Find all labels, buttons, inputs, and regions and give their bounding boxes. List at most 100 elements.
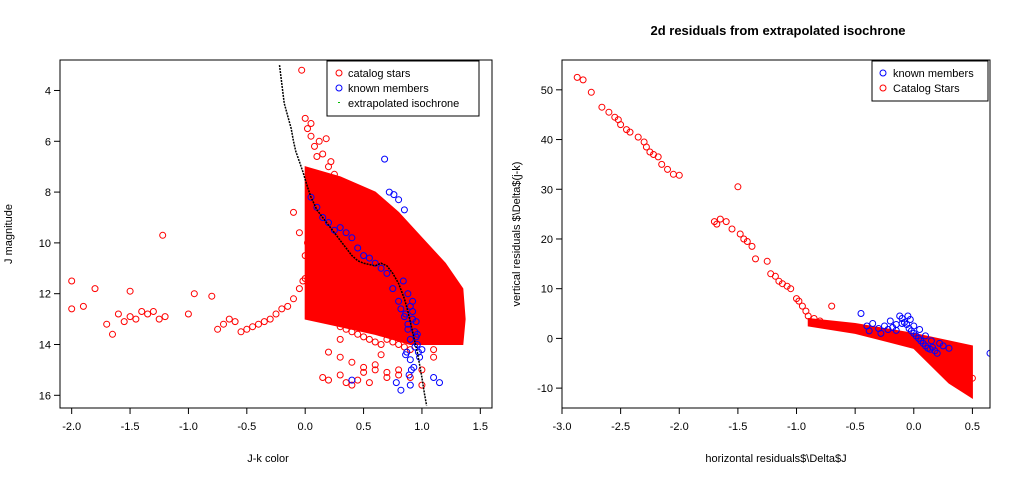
y-tick-label: -10 — [537, 383, 553, 395]
known-members-point — [307, 193, 315, 201]
catalog-stars-point — [605, 108, 613, 116]
catalog-stars-point — [149, 308, 157, 315]
catalog-stars-point — [327, 158, 335, 166]
catalog-stars-point — [68, 277, 76, 285]
catalog-stars-point — [255, 320, 262, 328]
catalog-stars-point — [313, 153, 321, 160]
catalog-stars-point — [617, 121, 625, 129]
y-tick-label: 16 — [39, 390, 51, 402]
catalog-stars-point — [963, 364, 970, 372]
catalog-stars-point — [713, 220, 721, 228]
left-x-axis-label: J-k color — [247, 453, 289, 465]
catalog-stars-point — [945, 354, 953, 362]
catalog-stars-point — [319, 150, 327, 158]
catalog-stars-point — [311, 249, 318, 257]
right-panel: -3.0 -2.5 -2.0 -1.5 -1.0 -0.5 0.0 0.5 -10 0 10 20 3… — [511, 23, 991, 465]
x-tick-label: -0.5 — [846, 421, 865, 433]
catalog-stars-point — [319, 201, 327, 209]
catalog-stars-point — [184, 310, 192, 318]
catalog-stars-point — [237, 328, 245, 336]
known-members-point — [377, 264, 385, 272]
catalog-stars-point — [371, 338, 379, 346]
right-chart-title: 2d residuals from extrapolated isochrone — [650, 23, 905, 38]
catalog-stars-point — [716, 215, 724, 223]
x-tick-label: 1.0 — [414, 421, 429, 433]
y-tick-label: 40 — [541, 135, 553, 147]
x-tick-label: -1.5 — [728, 421, 747, 433]
catalog-stars-point — [336, 371, 344, 379]
catalog-stars-point — [126, 313, 134, 321]
known-members-point — [395, 196, 403, 204]
legend-label-known: known members — [893, 68, 974, 80]
right-plot-frame — [561, 59, 991, 409]
known-members-point — [916, 326, 924, 333]
known-members-point — [390, 191, 398, 199]
catalog-stars-point — [295, 285, 303, 293]
catalog-stars-point — [418, 381, 426, 389]
catalog-stars-point — [325, 211, 332, 219]
catalog-stars-point — [828, 302, 836, 310]
catalog-stars-point — [642, 143, 650, 151]
known-members-point — [886, 317, 894, 325]
catalog-stars-point — [573, 73, 581, 81]
legend-label-catalog: catalog stars — [348, 68, 411, 80]
known-members-point — [884, 326, 892, 333]
catalog-stars-point — [728, 225, 736, 233]
catalog-stars-point — [371, 287, 379, 295]
left-x-axis: -2.0 -1.5 -1.0 -0.5 0.0 0.5 1.0 1.5 — [62, 408, 488, 433]
catalog-stars-point — [752, 255, 759, 263]
left-y-axis: 4 6 8 10 12 14 16 — [39, 85, 60, 402]
legend-label-members: known members — [348, 83, 429, 95]
catalog-stars-point — [315, 137, 323, 145]
catalog-stars-point — [208, 292, 216, 300]
known-members-point — [927, 337, 935, 345]
catalog-stars-point — [295, 229, 303, 237]
known-members-point — [381, 155, 389, 163]
left-panel: -2.0 -1.5 -1.0 -0.5 0.0 0.5 1.0 1.5 4 6 8 10 12 14 16… — [3, 59, 493, 465]
known-members-point — [348, 376, 356, 384]
catalog-stars-point — [430, 353, 438, 361]
catalog-stars-point — [365, 379, 373, 387]
known-members-point — [409, 308, 417, 315]
catalog-stars-point — [225, 315, 233, 323]
catalog-stars-point — [722, 218, 730, 226]
x-tick-label: -2.5 — [611, 421, 630, 433]
catalog-stars-point — [816, 317, 824, 325]
catalog-stars-point — [389, 338, 397, 346]
known-members-point — [869, 320, 877, 327]
known-members-point — [354, 244, 362, 252]
catalog-stars-point — [336, 335, 344, 343]
catalog-stars-point — [658, 160, 666, 168]
catalog-stars-point — [395, 371, 403, 379]
right-legend: known members Catalog Stars — [871, 60, 989, 102]
catalog-stars-point — [114, 310, 122, 318]
catalog-stars-point — [763, 257, 771, 265]
catalog-stars-point — [342, 325, 350, 333]
x-tick-label: 0.0 — [298, 421, 313, 433]
catalog-stars-point — [371, 366, 379, 374]
catalog-stars-point — [851, 325, 859, 332]
known-members-point — [405, 371, 413, 379]
catalog-stars-point — [304, 125, 311, 133]
catalog-stars-point — [736, 230, 744, 238]
catalog-stars-point — [126, 287, 134, 295]
catalog-stars-point — [348, 328, 356, 336]
catalog-stars-point — [743, 238, 751, 245]
catalog-stars-point — [748, 242, 756, 250]
legend-marker-isochrone — [338, 102, 340, 103]
catalog-stars-point — [377, 341, 385, 348]
catalog-stars-point — [664, 165, 671, 173]
known-members-point — [336, 224, 344, 232]
y-tick-label: 10 — [541, 284, 553, 296]
isochrone-line — [278, 65, 428, 406]
catalog-stars-point — [91, 285, 99, 293]
catalog-stars-point — [298, 66, 306, 74]
catalog-stars-point — [348, 381, 356, 389]
y-tick-label: 20 — [541, 234, 553, 246]
legend-marker-members — [335, 84, 343, 92]
known-members-point — [348, 234, 356, 242]
catalog-stars-point — [342, 379, 350, 387]
known-members-point — [922, 342, 929, 350]
x-tick-label: 1.5 — [473, 421, 488, 433]
x-tick-label: -3.0 — [553, 421, 572, 433]
